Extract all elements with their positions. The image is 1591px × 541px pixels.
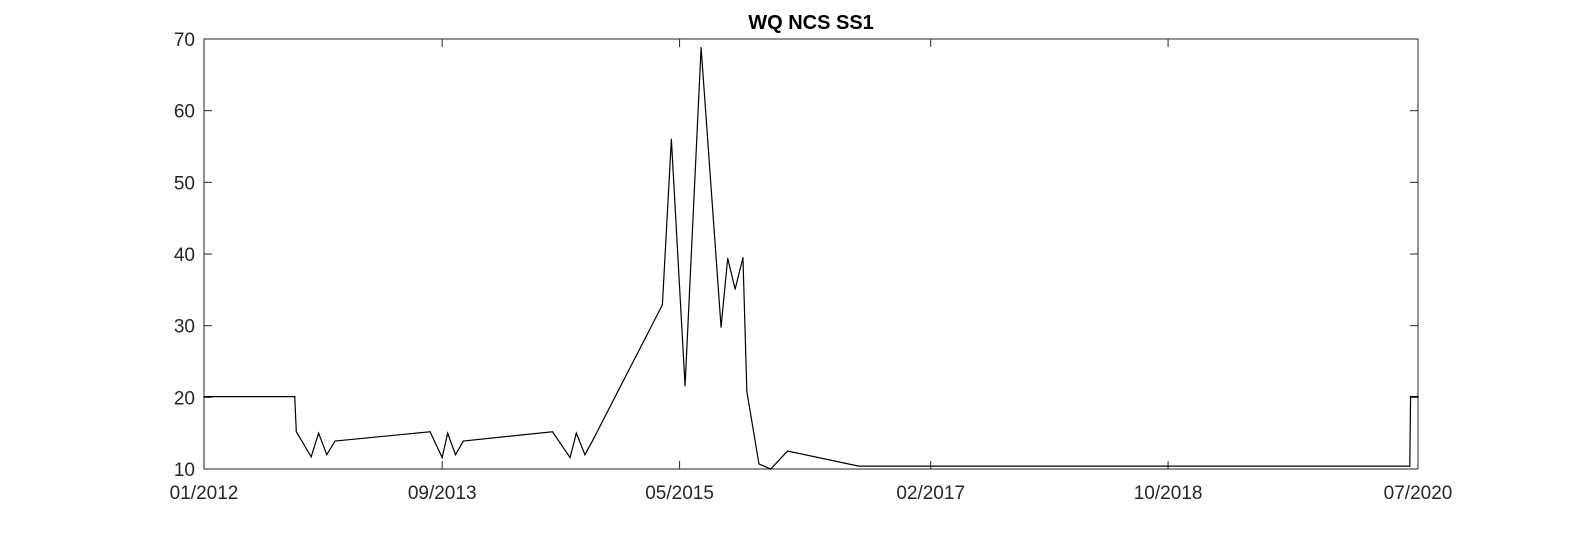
data-point [670, 138, 672, 140]
data-point [1417, 396, 1419, 398]
data-point [441, 456, 443, 459]
data-point [295, 431, 297, 433]
series-layer [203, 47, 1419, 470]
data-point [734, 288, 736, 290]
data-point [294, 396, 296, 398]
data-point [770, 468, 772, 470]
data-point [203, 396, 205, 398]
data-point [758, 463, 760, 465]
x-tick-label: 10/2018 [1134, 483, 1203, 504]
data-point [661, 304, 663, 306]
data-point [727, 257, 729, 259]
x-tick-label: 02/2017 [896, 483, 965, 504]
data-point [684, 385, 686, 387]
data-point [858, 465, 860, 467]
data-point [1409, 396, 1412, 398]
x-tick-label: 01/2012 [170, 483, 239, 504]
data-point [1409, 465, 1411, 467]
data-point [429, 431, 431, 433]
data-point [551, 431, 554, 433]
y-axis: 10 20 30 40 50 60 70 [174, 30, 1418, 481]
data-point [700, 47, 702, 49]
data-point [334, 440, 336, 442]
x-tick-label: 09/2013 [408, 483, 477, 504]
y-tick-label: 30 [174, 317, 195, 338]
series-line-0 [204, 47, 1418, 470]
chart-title: WQ NCS SS1 [748, 12, 874, 34]
data-point [575, 432, 577, 434]
data-point [591, 440, 593, 442]
x-tick-label: 07/2020 [1384, 483, 1453, 504]
data-point [569, 456, 571, 459]
data-point [317, 432, 320, 434]
y-tick-label: 40 [174, 245, 195, 266]
y-tick-label: 10 [174, 460, 195, 481]
y-tick-label: 60 [174, 102, 195, 123]
y-tick-label: 50 [174, 173, 195, 194]
y-tick-label: 70 [174, 30, 195, 51]
x-axis: 01/2012 09/2013 05/2015 02/2017 10/2018 07/20… [170, 39, 1453, 504]
data-point [786, 450, 789, 452]
x-tick-label: 05/2015 [645, 483, 714, 504]
data-point [447, 432, 449, 434]
data-point [454, 454, 457, 456]
data-point [326, 454, 328, 456]
data-point [720, 326, 722, 328]
data-point [462, 440, 464, 442]
y-tick-label: 20 [174, 388, 195, 409]
plot-frame [203, 38, 1419, 470]
data-point [584, 454, 586, 456]
data-point [742, 256, 744, 259]
data-point [310, 456, 312, 458]
data-point [746, 391, 748, 393]
